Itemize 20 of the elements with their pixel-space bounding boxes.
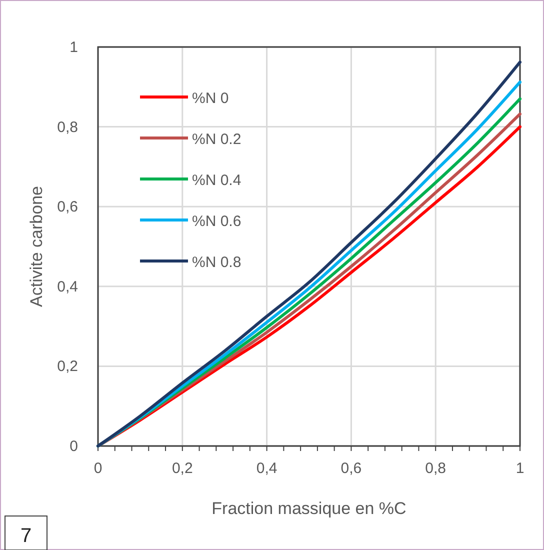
text: 7 [20,525,32,547]
legend-label: %N 0.6 [192,213,242,230]
legend-label: %N 0.4 [192,172,242,189]
x-tick-label: 0 [94,460,102,477]
y-axis-title: Activite carbone [27,186,46,307]
x-tick-label: 0,6 [340,460,362,477]
y-tick-label: 1 [70,39,78,56]
x-tick-label: 0,8 [425,460,446,477]
y-tick-label: 0,2 [57,358,78,376]
x-tick-label: 0,4 [256,460,278,477]
y-tick-label: 0,6 [57,198,78,216]
legend-label: %N 0.2 [192,131,242,148]
x-tick-label: 0,2 [172,460,193,477]
y-tick-label: 0,4 [57,278,78,296]
x-tick-label: 1 [516,460,524,477]
y-tick-label: 0,8 [57,118,78,136]
y-tick-label: 0 [70,438,78,455]
legend-label: %N 0 [192,90,229,107]
legend-label: %N 0.8 [192,254,242,271]
x-axis-title: Fraction massique en %C [212,499,406,518]
